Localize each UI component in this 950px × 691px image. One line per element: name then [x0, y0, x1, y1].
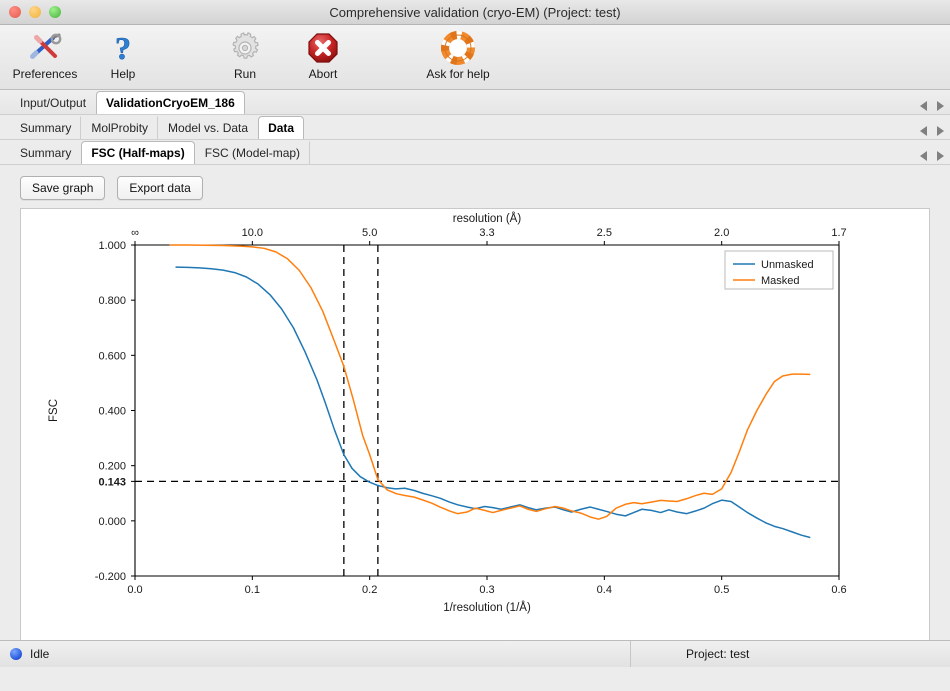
toolbar-label-help: Help	[110, 67, 136, 81]
tab-row-3: Summary FSC (Half-maps) FSC (Model-map)	[0, 140, 950, 165]
question-mark-icon: ?	[108, 30, 138, 66]
tab-data[interactable]: Data	[258, 116, 305, 139]
toolbar-button-preferences[interactable]: Preferences	[6, 25, 84, 81]
zoom-button[interactable]	[49, 6, 61, 18]
svg-text:0.2: 0.2	[362, 584, 377, 596]
toolbar-button-ask-for-help[interactable]: Ask for help	[406, 25, 510, 81]
svg-text:3.3: 3.3	[479, 227, 494, 239]
status-project-label: Project: test	[686, 647, 750, 661]
graph-button-bar: Save graph Export data	[0, 173, 950, 206]
toolbar-label-abort: Abort	[308, 67, 338, 81]
gear-icon	[228, 30, 262, 66]
svg-text:FSC: FSC	[48, 399, 60, 422]
status-state-label: Idle	[30, 647, 50, 661]
toolbar-label-ask-for-help: Ask for help	[426, 67, 490, 81]
status-bar: Idle Project: test	[0, 640, 950, 667]
svg-text:1.7: 1.7	[831, 227, 846, 239]
svg-text:0.0: 0.0	[127, 584, 142, 596]
title-bar: Comprehensive validation (cryo-EM) (Proj…	[0, 0, 950, 25]
tab-row-1-nav	[920, 101, 944, 111]
svg-text:?: ?	[115, 31, 131, 65]
tools-icon	[26, 30, 64, 66]
toolbar-button-help[interactable]: ? Help	[84, 25, 162, 81]
tab-data-summary[interactable]: Summary	[20, 146, 72, 160]
svg-text:0.200: 0.200	[98, 461, 126, 473]
svg-text:0.600: 0.600	[98, 350, 126, 362]
status-left: Idle	[0, 647, 630, 661]
svg-text:∞: ∞	[131, 227, 139, 239]
svg-text:1.000: 1.000	[98, 240, 126, 252]
svg-text:0.1: 0.1	[245, 584, 260, 596]
tab-validationcryoem-186[interactable]: ValidationCryoEM_186	[96, 91, 245, 114]
toolbar-button-abort[interactable]: Abort	[284, 25, 362, 81]
close-button[interactable]	[9, 6, 21, 18]
svg-text:1/resolution (1/Å): 1/resolution (1/Å)	[443, 601, 531, 614]
svg-text:2.5: 2.5	[597, 227, 612, 239]
svg-text:Masked: Masked	[761, 275, 800, 287]
stop-x-icon	[306, 30, 340, 66]
svg-text:Unmasked: Unmasked	[761, 259, 814, 271]
svg-text:5.0: 5.0	[362, 227, 377, 239]
status-right: Project: test	[630, 641, 950, 667]
window-controls	[0, 6, 61, 18]
tab-scroll-left-icon[interactable]	[920, 151, 927, 161]
tab-model-vs-data[interactable]: Model vs. Data	[168, 121, 249, 135]
svg-text:0.000: 0.000	[98, 516, 126, 528]
svg-text:2.0: 2.0	[714, 227, 729, 239]
tab-row-3-nav	[920, 151, 944, 161]
tab-scroll-left-icon[interactable]	[920, 101, 927, 111]
tab-input-output[interactable]: Input/Output	[20, 96, 87, 110]
svg-text:0.4: 0.4	[597, 584, 612, 596]
svg-text:0.400: 0.400	[98, 406, 126, 418]
tab-scroll-left-icon[interactable]	[920, 126, 927, 136]
tab-row-1: Input/Output ValidationCryoEM_186	[0, 90, 950, 115]
tab-molprobity[interactable]: MolProbity	[81, 116, 159, 139]
tab-scroll-right-icon[interactable]	[937, 126, 944, 136]
tab-scroll-right-icon[interactable]	[937, 101, 944, 111]
svg-text:0.143: 0.143	[98, 476, 126, 488]
life-ring-icon	[441, 30, 475, 66]
svg-text:0.6: 0.6	[831, 584, 846, 596]
fsc-curve-chart: 0.0 0.1 0.2 0.3 0.4 0.5 0.6 1/resolution (1/Å) ∞…	[48, 212, 847, 614]
tab-summary[interactable]: Summary	[10, 116, 82, 139]
window-title: Comprehensive validation (cryo-EM) (Proj…	[329, 4, 621, 20]
svg-text:0.5: 0.5	[714, 584, 729, 596]
main-toolbar: Preferences ? Help Run	[0, 25, 950, 90]
tab-row-2: Summary MolProbity Model vs. Data Data	[0, 115, 950, 140]
toolbar-label-run: Run	[233, 67, 256, 81]
svg-text:resolution (Å): resolution (Å)	[453, 212, 522, 225]
status-indicator-icon	[10, 648, 22, 660]
toolbar-button-run[interactable]: Run	[206, 25, 284, 81]
svg-text:0.800: 0.800	[98, 295, 126, 307]
svg-text:10.0: 10.0	[242, 227, 263, 239]
tab-row-2-nav	[920, 126, 944, 136]
svg-text:0.3: 0.3	[479, 584, 494, 596]
tab-fsc-half-maps[interactable]: FSC (Half-maps)	[81, 141, 195, 164]
minimize-button[interactable]	[29, 6, 41, 18]
toolbar-label-preferences: Preferences	[12, 67, 78, 81]
fsc-plot-panel: 0.0 0.1 0.2 0.3 0.4 0.5 0.6 1/resolution (1/Å) ∞…	[20, 208, 930, 644]
svg-text:-0.200: -0.200	[95, 571, 126, 583]
export-data-button[interactable]: Export data	[117, 176, 203, 200]
tab-scroll-right-icon[interactable]	[937, 151, 944, 161]
tab-fsc-model-map[interactable]: FSC (Model-map)	[195, 141, 311, 164]
content-area: Save graph Export data 0.0 0.1 0.2 0.3 0.4 0.…	[0, 165, 950, 667]
save-graph-button[interactable]: Save graph	[20, 176, 106, 200]
